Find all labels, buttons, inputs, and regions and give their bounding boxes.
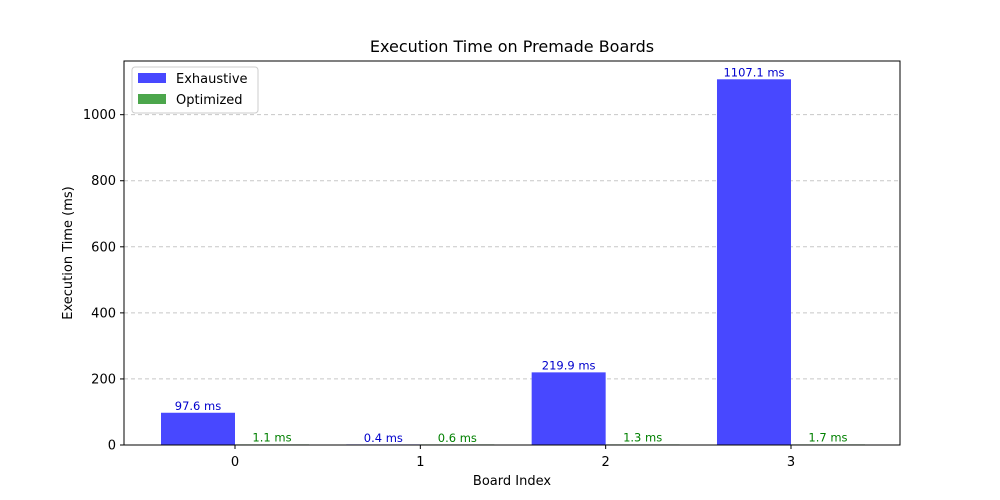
plot-frame bbox=[123, 60, 901, 446]
y-tick-label: 400 bbox=[91, 306, 116, 321]
y-tick-label: 600 bbox=[91, 240, 116, 255]
legend: Exhaustive Optimized bbox=[131, 66, 259, 114]
bars bbox=[161, 79, 865, 446]
bar-value-label: 1.3 ms bbox=[623, 431, 662, 445]
x-axis-label: Board Index bbox=[473, 474, 551, 489]
legend-swatch-optimized bbox=[138, 94, 166, 104]
y-tick-label: 200 bbox=[91, 372, 116, 387]
legend-swatch-exhaustive bbox=[138, 73, 166, 83]
bar-exhaustive-3 bbox=[716, 79, 791, 446]
y-axis-label: Execution Time (ms) bbox=[61, 186, 76, 319]
x-tick-label: 0 bbox=[231, 455, 239, 470]
bar-value-label: 0.4 ms bbox=[364, 431, 403, 445]
bar-value-label: 219.9 ms bbox=[542, 358, 596, 372]
bar-value-label: 1.7 ms bbox=[808, 430, 847, 444]
bar-value-label: 0.6 ms bbox=[438, 431, 477, 445]
x-tick-label: 1 bbox=[416, 455, 424, 470]
x-tick-label: 2 bbox=[602, 455, 610, 470]
bar-exhaustive-2 bbox=[531, 372, 606, 445]
x-tick-label: 3 bbox=[787, 455, 795, 470]
axis-ticks: 0 200 400 600 800 1000 0 1 2 3 bbox=[83, 108, 795, 470]
y-tick-label: 0 bbox=[108, 439, 116, 454]
legend-label-exhaustive: Exhaustive bbox=[176, 72, 248, 87]
bar-exhaustive-0 bbox=[161, 412, 235, 445]
bar-value-labels: 97.6 ms 0.4 ms 219.9 ms 1107.1 ms 1.1 ms 0.6 … bbox=[175, 65, 848, 445]
y-tick-label: 1000 bbox=[83, 108, 116, 123]
legend-label-optimized: Optimized bbox=[176, 93, 243, 108]
bar-value-label: 97.6 ms bbox=[175, 399, 221, 413]
y-tick-label: 800 bbox=[91, 174, 116, 189]
bar-value-label: 1107.1 ms bbox=[723, 65, 784, 79]
chart-title: Execution Time on Premade Boards bbox=[370, 37, 654, 56]
bar-value-label: 1.1 ms bbox=[252, 431, 291, 445]
